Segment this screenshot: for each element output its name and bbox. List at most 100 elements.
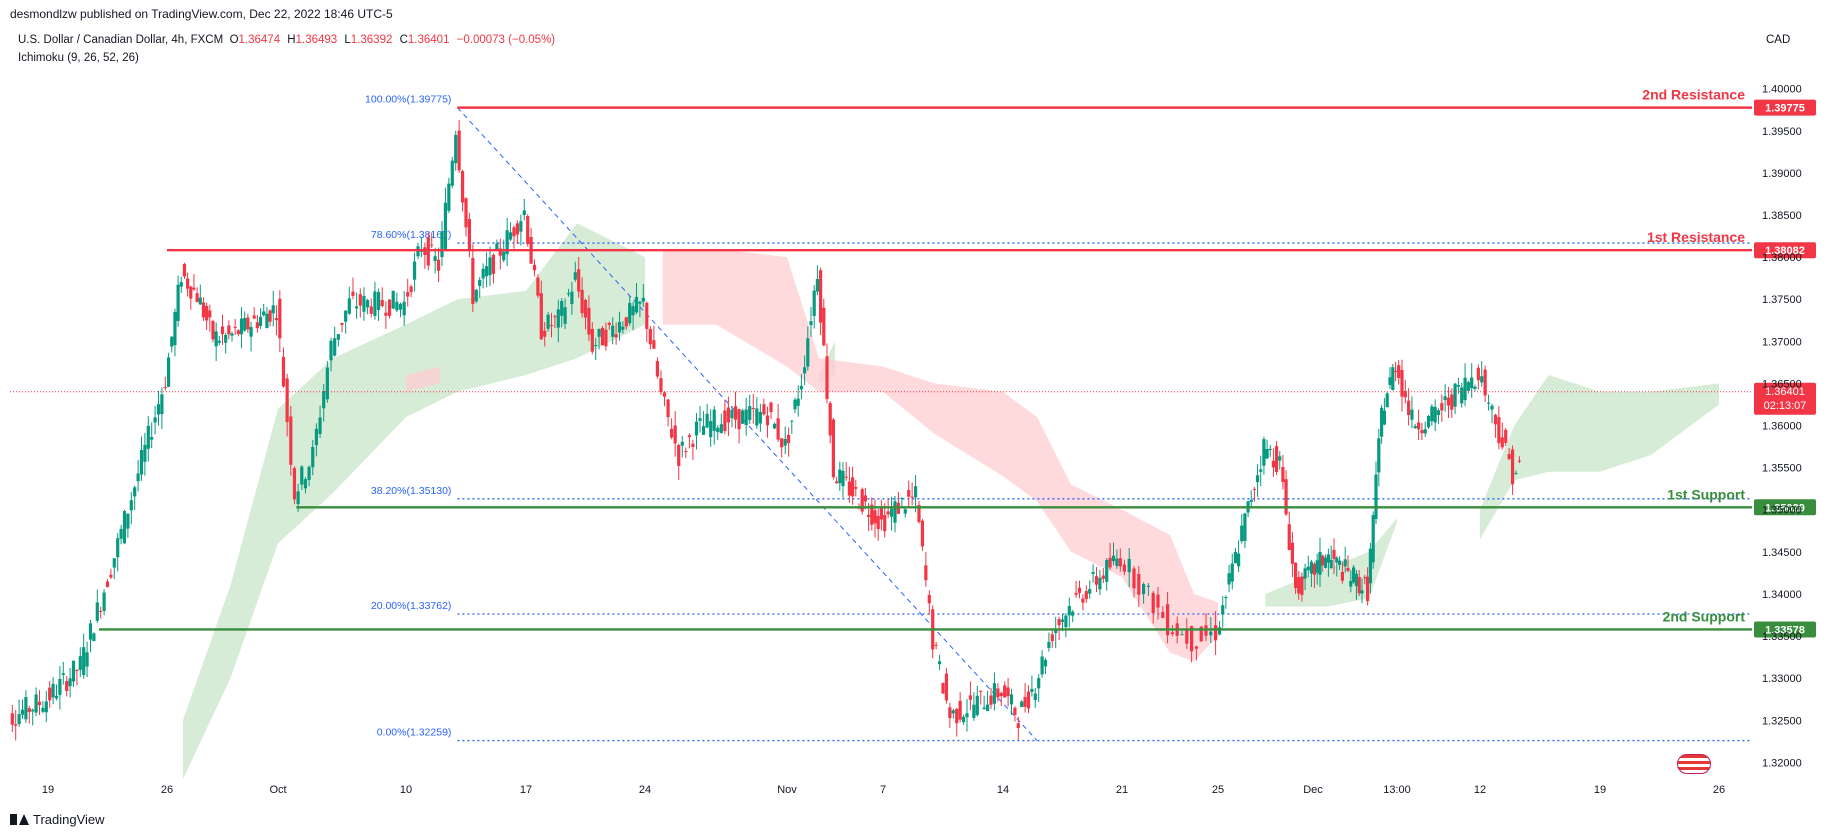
candle-body [201,302,206,318]
candle-body [765,415,770,426]
candle-body [1287,524,1291,550]
candle-body [512,227,516,237]
candle-body [150,437,154,440]
candle-body [1321,555,1325,566]
candle-body [992,683,997,704]
candle-body [1271,460,1276,468]
close-value: 1.36401 [407,34,450,46]
ichimoku-cloud-bearish [662,248,1218,662]
candle-body [968,695,973,700]
candle-body [17,714,21,724]
candle-body [278,298,282,339]
candle-body [1397,365,1401,378]
candle-body [809,321,813,326]
candle-body [65,680,69,692]
candle-body [112,558,116,568]
candle-body [1091,571,1095,574]
candle-body [34,694,38,713]
x-tick-label: 13:00 [1383,784,1411,796]
candle-body [889,508,894,517]
candle-body [99,610,103,612]
candle-body [1493,414,1498,425]
candle-body [652,340,656,349]
candle-body [944,673,949,701]
candle-body [1297,577,1301,594]
candle-body [648,328,652,345]
candle-body [447,183,451,211]
candle-body [886,511,890,515]
symbol-ohlc-legend[interactable]: U.S. Dollar / Canadian Dollar, 4h, FXCM … [18,34,555,46]
indicator-legend[interactable]: Ichimoku (9, 26, 52, 26) [18,52,139,64]
candle-body [851,477,855,497]
fib-level-label: 100.00%(1.39775) [365,94,451,106]
candle-body [913,486,918,498]
candle-body [78,656,82,670]
candle-body [1108,557,1112,568]
price-chart[interactable]: 100.00%(1.39775) 78.60%(1.38167) 38.20%(1.… [0,0,1832,800]
candle-body [262,311,266,316]
candle-body [712,409,716,431]
candle-body [109,574,113,578]
candle-body [1221,605,1225,615]
candle-body [186,278,190,289]
candle-body [227,325,231,335]
candle-body [1490,405,1494,410]
candle-body [1410,409,1414,420]
candle-body [1199,626,1203,642]
candle-body [307,466,311,480]
candle-body [783,438,787,446]
change-value: −0.00073 (−0.05%) [456,34,556,46]
candle-body [758,411,762,424]
candle-body [1385,393,1389,408]
candle-body [1403,390,1407,398]
candle-body [1030,688,1034,692]
candle-body [95,602,99,621]
candle-body [1290,542,1295,564]
candle-body [975,695,979,716]
candle-body [176,284,180,321]
candle-body [1329,559,1333,569]
tradingview-logo[interactable]: TradingView [10,812,105,827]
candle-body [1324,557,1328,568]
low-value: 1.36392 [350,34,393,46]
x-tick-label: 17 [520,784,532,796]
candle-body [27,708,31,712]
candle-body [406,292,410,297]
candle-body [170,336,174,347]
candle-body [217,340,221,343]
candle-body [1453,383,1457,407]
candle-body [1006,687,1010,697]
candle-body [666,399,670,418]
y-tick-label: 1.40000 [1762,84,1802,96]
candle-body [806,338,810,367]
candle-body [1084,591,1088,600]
candle-body [126,513,130,529]
candle-body [515,223,520,235]
candle-body [68,678,72,687]
candle-body [719,424,723,434]
candle-body [560,300,564,316]
candle-body [1274,446,1279,472]
candle-body [271,305,275,314]
current-price-tag [1754,382,1816,415]
candle-body [1003,685,1007,698]
candle-body [1309,561,1314,574]
candle-body [570,291,574,305]
candle-body [1111,555,1116,562]
candles [10,120,1522,741]
candle-body [1450,394,1454,410]
candle-body [951,710,955,714]
candle-body [325,367,329,400]
candle-body [662,392,667,397]
candle-body [20,709,25,715]
candle-body [1315,560,1319,573]
candle-body [1190,626,1194,652]
candle-body [594,344,598,346]
candle-body [522,210,526,216]
candle-body [505,230,509,255]
candle-body [972,704,976,718]
candle-body [51,683,55,698]
candle-body [1236,553,1241,567]
candle-body [1214,625,1218,641]
candle-body [252,315,256,319]
